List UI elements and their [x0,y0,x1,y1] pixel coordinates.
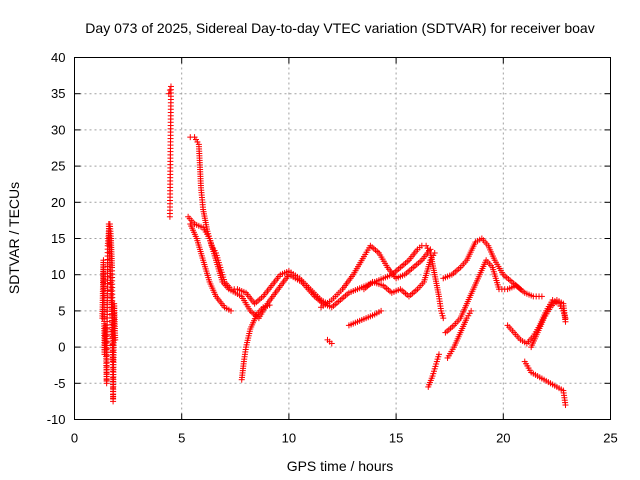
data-point [562,318,569,325]
data-point [266,302,273,309]
series-t11 [423,242,447,322]
series-t2 [165,83,174,220]
grid-layer [74,57,611,420]
data-point [468,307,475,314]
series-t13 [440,235,524,293]
data-point [110,358,117,365]
x-tick-label: 15 [389,431,403,446]
data-point [228,307,235,314]
y-tick-label: 20 [51,195,65,210]
data-point [538,293,545,300]
data-point [378,307,385,314]
x-tick-label: 25 [603,431,617,446]
series-t15 [444,307,475,361]
series-t4 [185,213,425,322]
series-t14 [442,257,545,336]
x-tick-label: 10 [282,431,296,446]
ticks-layer: -10 -5 0 5 10 15 20 25 30 35 40 0 5 10 15 20 25 [47,50,618,446]
y-tick-label: -10 [47,412,66,427]
series-t5 [187,221,235,314]
y-tick-label: 10 [51,267,65,282]
y-tick-label: 0 [58,340,65,355]
y-axis-label: SDTVAR / TECUs [6,182,22,294]
y-tick-label: -5 [54,376,66,391]
y-tick-label: 35 [51,86,65,101]
data-point [440,315,447,322]
y-tick-label: 15 [51,231,65,246]
x-tick-label: 5 [178,431,185,446]
x-tick-label: 0 [71,431,78,446]
x-axis-label: GPS time / hours [287,458,394,474]
series-t17 [521,358,569,409]
data-point [435,351,442,358]
series-t7 [318,242,434,311]
series-t12 [425,351,442,390]
y-tick-label: 5 [58,303,65,318]
series-t1b [105,221,117,365]
chart-title: Day 073 of 2025, Sidereal Day-to-day VTE… [85,20,594,36]
series-t18 [528,297,569,351]
x-tick-label: 20 [496,431,510,446]
series-t8 [345,307,385,329]
y-tick-label: 30 [51,122,65,137]
series-t9 [324,336,335,347]
series-t6 [238,302,273,383]
points-layer [99,83,569,409]
y-tick-label: 25 [51,159,65,174]
data-point [562,402,569,409]
y-tick-label: 40 [51,50,65,65]
data-point [166,213,173,220]
data-point [328,340,335,347]
data-point [112,336,119,343]
